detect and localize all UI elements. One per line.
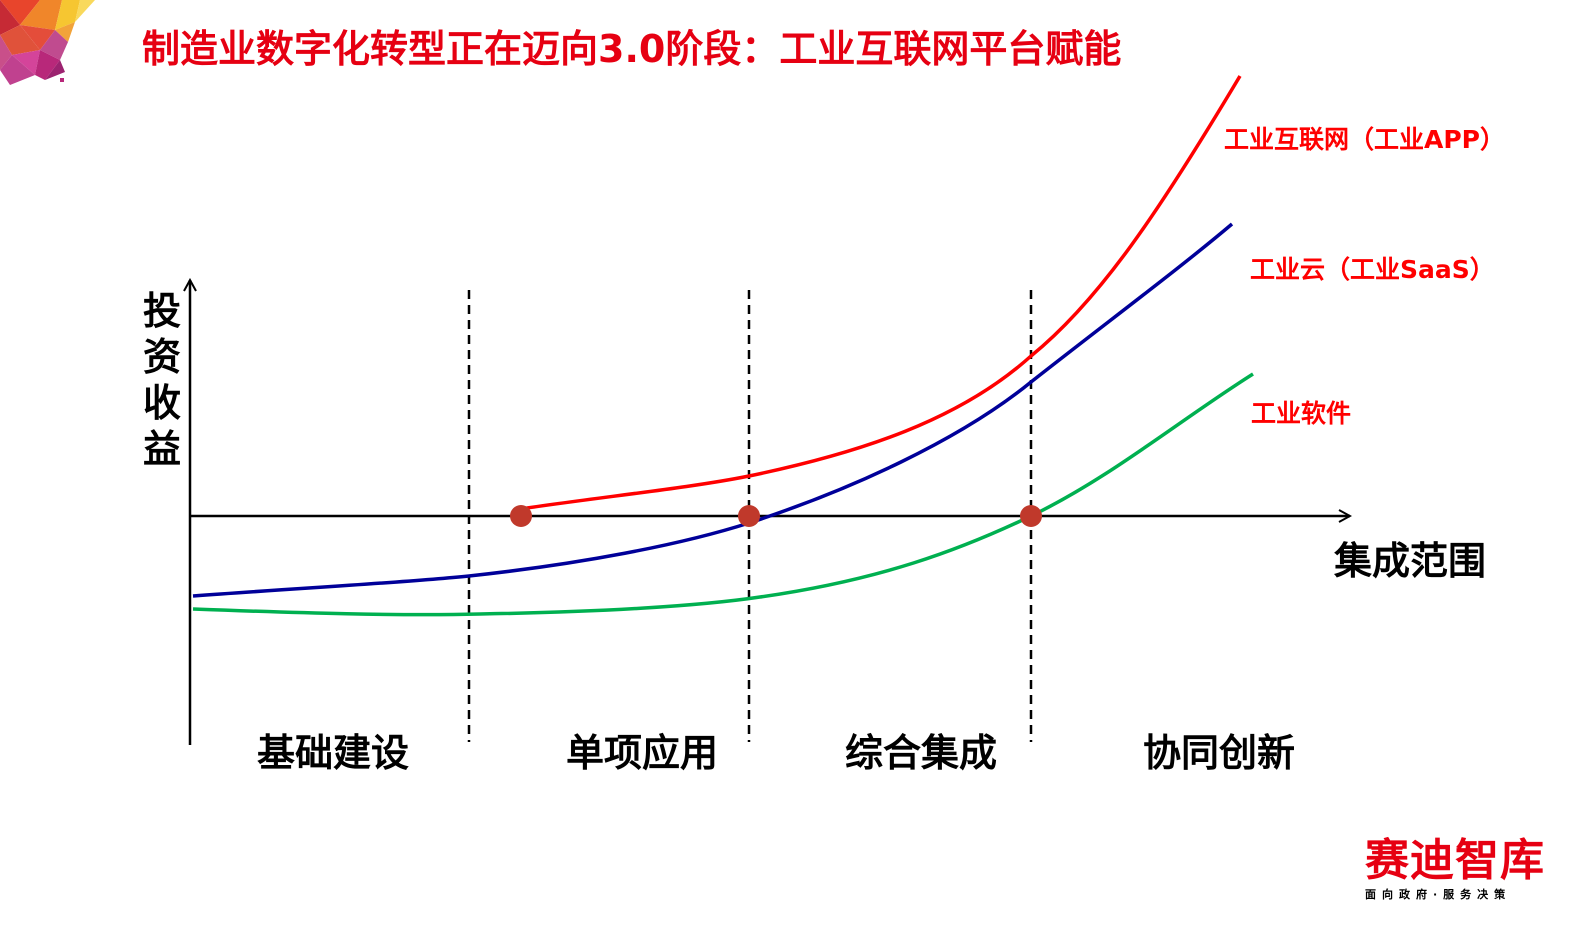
decorative-polygon-logo	[0, 0, 95, 85]
curve-industrial-software	[192, 372, 1254, 617]
curve-industrial-cloud	[192, 222, 1234, 598]
stage-label-single-application: 单项应用	[566, 731, 719, 775]
brand-name: 赛迪智库	[1365, 835, 1545, 886]
stage-label-integration: 综合集成	[845, 731, 998, 775]
marker-industrial-software-crossing	[1020, 505, 1042, 527]
legend-industrial-software: 工业软件	[1251, 399, 1352, 428]
y-label-char: 投	[142, 289, 181, 333]
y-label-char: 收	[142, 381, 181, 425]
stage-label-collaborative-innovation: 协同创新	[1143, 731, 1296, 775]
marker-industrial-cloud-crossing	[738, 505, 760, 527]
y-label-char: 益	[142, 427, 181, 471]
legend-industrial-internet: 工业互联网（工业APP）	[1224, 125, 1505, 154]
y-label-char: 资	[142, 335, 181, 379]
brand-logo: 赛迪智库 面向政府·服务决策	[1365, 835, 1545, 902]
stage-label-foundation: 基础建设	[257, 731, 410, 775]
slide-title: 制造业数字化转型正在迈向3.0阶段：工业互联网平台赋能	[142, 27, 1122, 71]
curve-industrial-internet	[519, 75, 1242, 511]
legend-industrial-cloud: 工业云（工业SaaS）	[1250, 255, 1495, 284]
x-axis-label: 集成范围	[1334, 539, 1487, 583]
y-axis-label: 投 资 收 益	[140, 288, 184, 472]
brand-slogan: 面向政府·服务决策	[1365, 888, 1512, 901]
marker-industrial-internet-start	[510, 505, 532, 527]
